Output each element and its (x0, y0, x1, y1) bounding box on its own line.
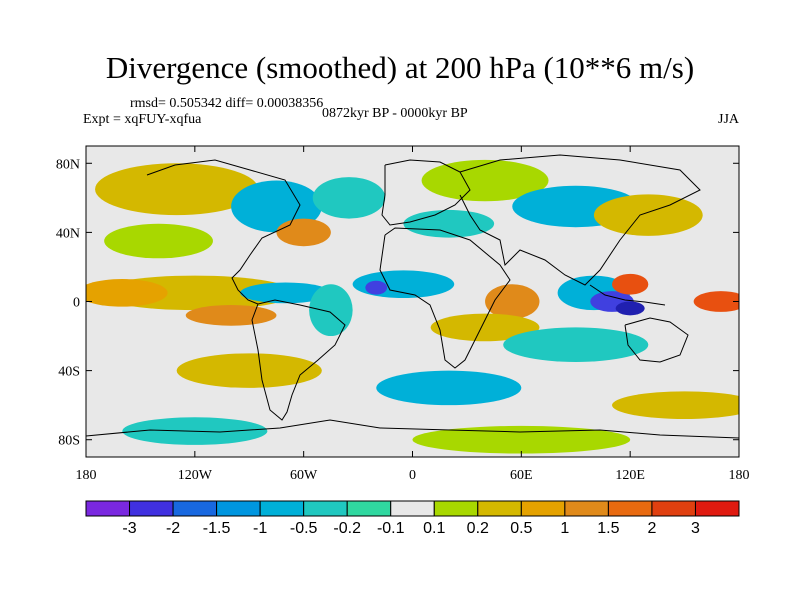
divergence-region-23 (503, 327, 649, 362)
divergence-region-16 (485, 284, 540, 319)
x-tick-label-4: 60E (510, 468, 533, 483)
colorbar: -3 -2 -1.5 -1 -0.5 -0.2 -0.1 0.1 0.2 0.5 1 1.5 2 3 (85, 500, 740, 537)
coastlines (86, 154, 739, 439)
colorbar-label-3: -1 (253, 520, 267, 537)
colorbar-label-8: 0.2 (467, 520, 489, 537)
colorbar-swatch-13 (651, 500, 696, 517)
colorbar-swatch-12 (607, 500, 653, 517)
y-tick-label-1: 40N (56, 226, 80, 241)
colorbar-swatch-1 (129, 500, 174, 517)
x-tick-label-6: 180 (729, 468, 750, 483)
colorbar-swatch-2 (172, 500, 218, 517)
divergence-region-26 (612, 391, 739, 419)
coastline-antarctica (86, 419, 739, 439)
divergence-region-4 (309, 284, 353, 337)
coastline-indonesia (589, 284, 666, 306)
divergence-region-1 (86, 279, 168, 307)
divergence-region-10 (421, 159, 549, 202)
divergence-region-3 (240, 282, 331, 304)
colorbar-label-5: -0.2 (333, 520, 361, 537)
coastline-south-america (251, 299, 346, 421)
x-tick-label-1: 120W (178, 468, 213, 483)
colorbar-label-13: 3 (691, 520, 700, 537)
divergence-region-15 (365, 280, 388, 295)
divergence-region-28 (412, 425, 631, 454)
colorbar-swatch-9 (477, 500, 522, 517)
divergence-region-8 (312, 177, 386, 219)
x-tick-label-3: 0 (409, 468, 416, 483)
colorbar-label-10: 1 (560, 520, 569, 537)
x-tick-label-0: 180 (76, 468, 97, 483)
colorbar-swatch-6 (346, 500, 392, 517)
colorbar-label-2: -1.5 (203, 520, 231, 537)
x-tick-label-2: 60W (290, 468, 318, 483)
colorbar-swatch-14 (694, 500, 740, 517)
stats-text: rmsd= 0.505342 diff= 0.00038356 (130, 96, 324, 111)
divergence-region-24 (376, 370, 522, 406)
colorbar-swatch-5 (303, 500, 348, 517)
colorbar-swatch-10 (520, 500, 566, 517)
y-tick-label-0: 80N (56, 157, 80, 172)
y-tick-label-3: 40S (58, 365, 80, 380)
colorbar-label-6: -0.1 (377, 520, 405, 537)
colorbar-swatch-4 (259, 500, 305, 517)
divergence-region-2 (185, 304, 277, 326)
colorbar-label-4: -0.5 (290, 520, 318, 537)
coastline-north-america (146, 159, 301, 305)
colorbar-swatch-8 (433, 500, 479, 517)
colorbar-label-1: -2 (166, 520, 180, 537)
colorbar-label-0: -3 (122, 520, 136, 537)
y-tick-label-2: 0 (73, 296, 80, 311)
map-axes: 180 120W 60W 0 60E 120E 180 80N 40N 0 40S 80S (56, 146, 750, 483)
x-tick-label-5: 120E (615, 468, 645, 483)
colorbar-swatch-0 (85, 500, 131, 517)
colorbar-label-7: 0.1 (423, 520, 445, 537)
colorbar-label-9: 0.5 (510, 520, 532, 537)
divergence-region-20 (612, 273, 649, 295)
coastline-asia (459, 154, 701, 286)
divergence-field (86, 159, 739, 454)
colorbar-label-11: 1.5 (597, 520, 619, 537)
divergence-region-21 (693, 291, 739, 312)
colorbar-swatch-3 (216, 500, 261, 517)
season-label: JJA (718, 112, 740, 127)
divergence-region-22 (430, 313, 540, 342)
divergence-region-5 (95, 163, 259, 216)
colorbar-swatch-7 (390, 500, 435, 517)
coastline-australia (624, 317, 689, 363)
colorbar-label-12: 2 (647, 520, 656, 537)
experiment-label: Expt = xqFUY-xqfua (83, 112, 202, 127)
colorbar-swatch-11 (564, 500, 609, 517)
divergence-region-25 (176, 353, 322, 388)
period-label: 0872kyr BP - 0000kyr BP (322, 106, 468, 121)
coastline-africa (379, 227, 511, 369)
divergence-region-19 (615, 301, 645, 316)
coastline-europe (381, 159, 471, 226)
divergence-region-9 (104, 223, 213, 259)
divergence-region-12 (593, 194, 703, 236)
y-tick-label-4: 80S (58, 434, 80, 449)
plot-title: Divergence (smoothed) at 200 hPa (10**6 … (105, 50, 695, 85)
divergence-region-7 (276, 218, 331, 247)
